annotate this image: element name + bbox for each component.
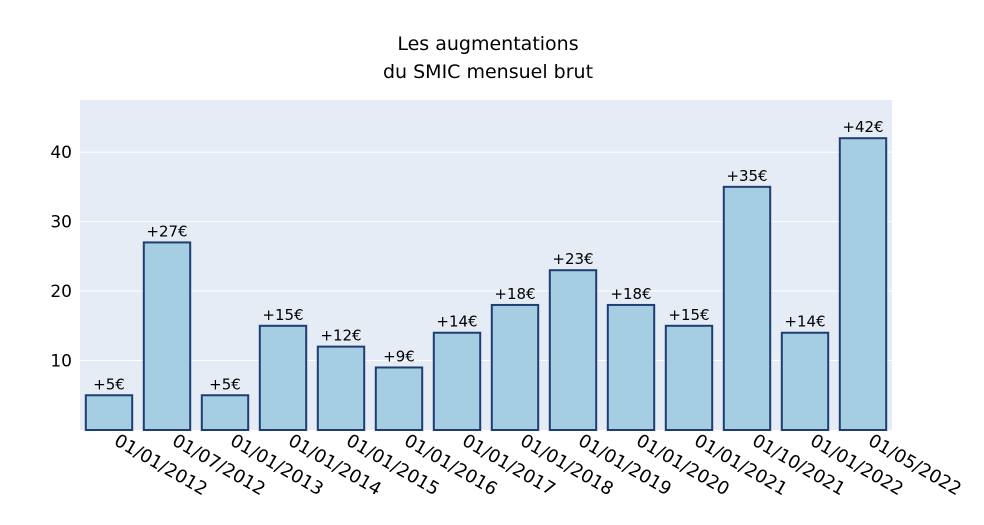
bar	[606, 303, 656, 431]
bar-data-label: +42€	[842, 118, 883, 136]
y-tick-label: 30	[50, 213, 72, 233]
bar-data-label: +14€	[436, 313, 477, 331]
bar	[374, 366, 424, 432]
bar-data-label: +15€	[668, 306, 709, 324]
bar	[142, 241, 192, 431]
bar-data-label: +18€	[610, 285, 651, 303]
bar-data-label: +35€	[726, 167, 767, 185]
bar	[84, 394, 134, 431]
bar	[490, 303, 540, 431]
y-axis: 10 20 30 40	[50, 143, 72, 371]
bar-data-label: +12€	[320, 327, 361, 345]
bar	[316, 345, 366, 432]
y-tick-label: 20	[50, 282, 72, 302]
bar	[780, 331, 830, 432]
bar-data-label: +5€	[93, 375, 125, 393]
bar-data-label: +14€	[784, 313, 825, 331]
bar	[838, 137, 888, 431]
bar-data-label: +15€	[262, 306, 303, 324]
bar-data-label: +23€	[552, 250, 593, 268]
bar	[258, 324, 308, 431]
data-labels: +5€ +27€ +5€ +15€ +12€ +9€ +14€ +18€ +23€ +18€ +15…	[93, 118, 883, 393]
bars	[84, 137, 888, 432]
bar	[664, 324, 714, 431]
bar-data-label: +18€	[494, 285, 535, 303]
bar	[432, 331, 482, 432]
y-tick-label: 10	[50, 352, 72, 372]
chart-title-line2: du SMIC mensuel brut	[383, 61, 593, 83]
bar	[722, 185, 772, 431]
bar-data-label: +5€	[209, 375, 241, 393]
bar	[200, 394, 250, 431]
bar-data-label: +9€	[383, 347, 415, 365]
y-tick-label: 40	[50, 143, 72, 163]
chart-title-line1: Les augmentations	[397, 33, 578, 55]
bar	[548, 269, 598, 432]
x-axis: 01/01/201201/07/201201/01/201301/01/2014…	[111, 430, 965, 500]
bar-data-label: +27€	[146, 222, 187, 240]
